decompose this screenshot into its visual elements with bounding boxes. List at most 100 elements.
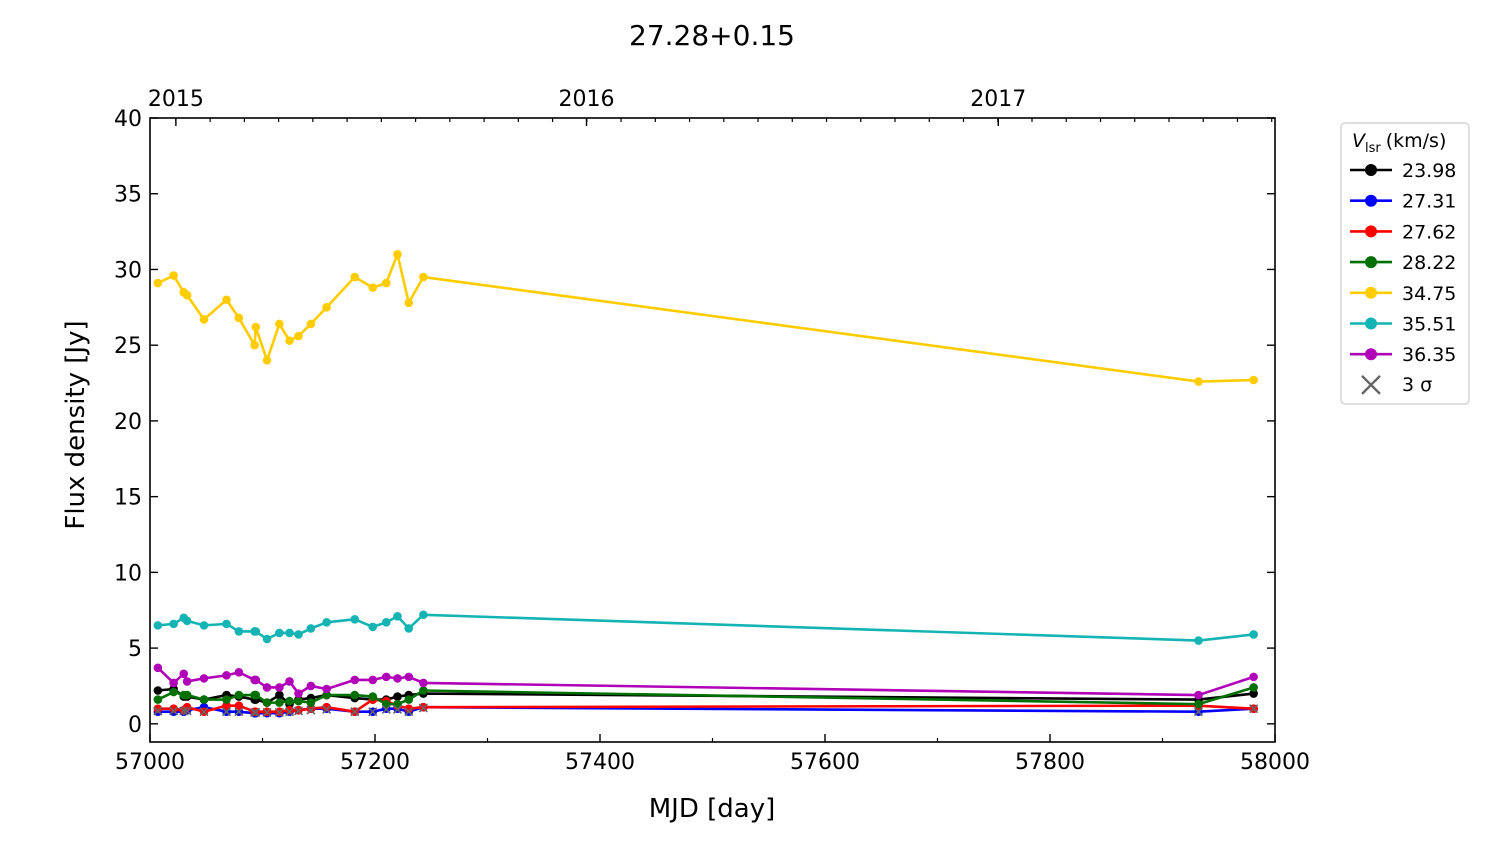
legend-label: 23.98	[1402, 160, 1456, 182]
data-point	[322, 690, 331, 700]
data-point	[182, 290, 192, 300]
data-point	[404, 672, 414, 682]
legend-label: 34.75	[1402, 283, 1456, 305]
data-point	[285, 336, 294, 345]
data-point	[1249, 672, 1258, 682]
data-point	[393, 250, 402, 259]
sigma3-cross	[274, 707, 284, 718]
data-point	[169, 687, 178, 697]
data-point	[306, 624, 316, 633]
legend-label: 3 σ	[1402, 374, 1432, 396]
legend-item-28.22: 28.22	[1350, 252, 1456, 274]
sigma3-cross	[1193, 707, 1204, 717]
data-point	[262, 634, 272, 644]
data-point	[350, 690, 360, 700]
data-point	[294, 689, 303, 698]
sigma3-cross	[404, 707, 414, 717]
data-point	[1249, 689, 1258, 698]
legend-item-27.62: 27.62	[1350, 221, 1456, 243]
data-point	[262, 683, 272, 692]
top-axis-year-label: 2016	[559, 87, 615, 112]
data-point	[285, 628, 294, 638]
data-point	[404, 695, 414, 704]
data-point	[393, 692, 402, 701]
sigma3-cross	[169, 706, 179, 716]
data-point	[234, 313, 244, 323]
legend-marker	[1365, 225, 1377, 238]
data-point	[275, 690, 284, 700]
legend: Vlsr (km/s) 23.98 27.31 27.62 28.22 34.75 35.5…	[1340, 122, 1470, 405]
data-point	[306, 681, 316, 691]
legend-item-sigma: 3 σ	[1361, 374, 1432, 396]
legend-title-unit: (km/s)	[1386, 130, 1447, 152]
x-tick-label: 57000	[115, 750, 185, 775]
data-point	[179, 669, 189, 679]
sigma3-cross	[322, 704, 332, 715]
sigma3-cross	[262, 707, 272, 718]
data-point	[275, 319, 284, 329]
sigma3-cross	[293, 706, 304, 716]
sigma3-cross	[381, 704, 391, 715]
legend-item-35.51: 35.51	[1350, 314, 1456, 336]
legend-marker	[1365, 194, 1377, 207]
svg-text:Vlsr(km/s): Vlsr (km/s)	[1352, 130, 1446, 156]
legend-title-v: V	[1352, 130, 1367, 152]
data-point	[222, 295, 231, 305]
data-point	[306, 698, 316, 707]
y-tick-label: 35	[114, 183, 142, 208]
legend-cross-icon	[1361, 375, 1381, 395]
plot-frame	[149, 117, 1276, 743]
sigma3-cross	[1249, 704, 1259, 714]
x-tick-label: 57200	[340, 750, 410, 775]
data-point	[222, 619, 231, 629]
sigma3-cross	[153, 706, 163, 716]
y-tick-label: 20	[114, 410, 142, 435]
x-axis-label: MJD [day]	[649, 794, 776, 824]
x-tick-label: 58000	[1240, 750, 1310, 775]
legend-marker	[1365, 348, 1377, 361]
data-point	[1249, 683, 1258, 692]
data-point	[350, 272, 360, 282]
data-point	[222, 671, 231, 680]
data-point	[169, 271, 178, 280]
data-point	[419, 272, 428, 282]
data-point	[199, 315, 209, 324]
data-point	[199, 695, 209, 704]
legend-label: 36.35	[1402, 344, 1456, 366]
legend-marker	[1365, 256, 1377, 269]
data-point	[182, 690, 192, 700]
data-point	[322, 618, 331, 627]
legend-label: 27.31	[1402, 191, 1456, 213]
data-point	[275, 628, 284, 638]
data-point	[294, 331, 303, 341]
data-point	[419, 678, 428, 688]
data-point	[404, 298, 414, 308]
legend-label: 35.51	[1402, 314, 1456, 336]
data-point	[262, 356, 272, 365]
legend-marker	[1365, 164, 1377, 176]
data-point	[294, 696, 303, 706]
data-point	[368, 692, 378, 701]
legend-label: 27.62	[1402, 221, 1456, 243]
data-point	[285, 696, 294, 706]
data-point	[251, 675, 261, 685]
sigma3-cross	[234, 707, 244, 717]
chart-title: 27.28+0.15	[629, 19, 795, 52]
data-point	[350, 675, 360, 685]
sigma3-cross	[368, 707, 378, 717]
data-point	[285, 677, 294, 686]
data-point	[234, 701, 244, 710]
data-point	[153, 621, 163, 630]
data-point	[275, 698, 284, 707]
data-point	[393, 674, 402, 683]
data-point	[153, 695, 163, 704]
data-point	[1249, 630, 1258, 639]
data-point	[404, 704, 414, 713]
data-point	[234, 668, 244, 677]
data-point	[1194, 377, 1203, 386]
legend-marker	[1365, 286, 1377, 299]
series-34.75	[153, 250, 1258, 386]
data-point	[368, 283, 378, 292]
